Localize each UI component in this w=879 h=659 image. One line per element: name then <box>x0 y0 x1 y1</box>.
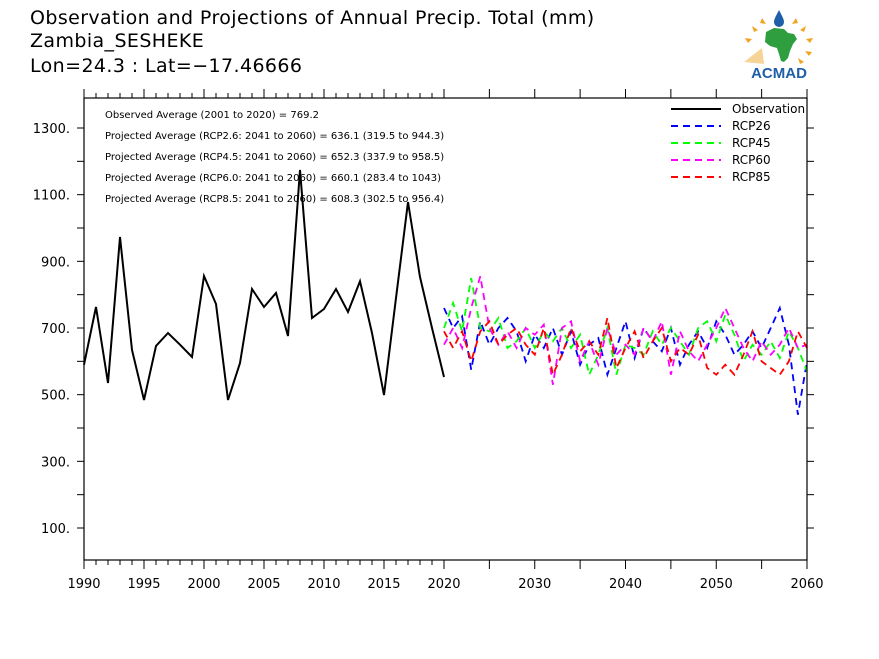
series-line-rcp26 <box>443 305 808 415</box>
x-tick-label: 2020 <box>427 577 460 592</box>
annotations: Observed Average (2001 to 2020) = 769.2 … <box>105 110 444 205</box>
x-tick-label: 2030 <box>518 577 551 592</box>
x-tick-label: 2050 <box>700 577 733 592</box>
y-tick-label: 900. <box>41 255 70 270</box>
series-line-rcp60 <box>443 276 808 385</box>
legend-item-rcp45: RCP45 <box>671 136 771 150</box>
x-tick-label: 2015 <box>367 577 400 592</box>
acmad-logo: ACMAD <box>744 10 813 82</box>
legend-label-rcp45: RCP45 <box>732 136 771 150</box>
chart-title: Observation and Projections of Annual Pr… <box>30 7 595 29</box>
x-tick-label: 2000 <box>187 577 220 592</box>
annotation-rcp85-average: Projected Average (RCP8.5: 2041 to 2060)… <box>105 194 444 205</box>
x-tick-label: 1995 <box>127 577 160 592</box>
legend-item-rcp26: RCP26 <box>671 119 771 133</box>
y-tick-label: 100. <box>41 522 70 537</box>
annotation-rcp26-average: Projected Average (RCP2.6: 2041 to 2060)… <box>105 131 444 142</box>
y-tick-label: 700. <box>41 322 70 337</box>
legend-label-rcp60: RCP60 <box>732 153 771 167</box>
sun-rays-icon <box>744 18 813 64</box>
legend-item-rcp60: RCP60 <box>671 153 771 167</box>
legend-label-observation: Observation <box>732 102 805 116</box>
annotation-rcp45-average: Projected Average (RCP4.5: 2041 to 2060)… <box>105 152 444 163</box>
axes-layer: 100. 300. 500. 700. 900. 1100. 1300. 1990 1995 20… <box>33 89 824 592</box>
x-tick-label: 2010 <box>307 577 340 592</box>
annotation-observed-average: Observed Average (2001 to 2020) = 769.2 <box>105 110 319 121</box>
series-line-rcp45 <box>443 277 808 378</box>
x-tick-label: 1990 <box>67 577 100 592</box>
y-tick-label: 1300. <box>33 122 70 137</box>
x-tick-label: 2005 <box>247 577 280 592</box>
station-coordinates: Lon=24.3 : Lat=−17.46666 <box>30 55 303 77</box>
legend-item-rcp85: RCP85 <box>671 170 771 184</box>
legend-item-observation: Observation <box>671 102 805 116</box>
y-tick-label: 300. <box>41 455 70 470</box>
annotation-rcp60-average: Projected Average (RCP6.0: 2041 to 2060)… <box>105 173 441 184</box>
water-drop-icon <box>774 10 784 27</box>
africa-map-icon <box>765 28 797 62</box>
x-tick-label: 2040 <box>609 577 642 592</box>
series-line-rcp85 <box>443 317 808 378</box>
y-tick-label: 1100. <box>33 189 70 204</box>
logo-text: ACMAD <box>751 65 807 82</box>
plot-frame <box>83 97 808 561</box>
x-tick-label: 2060 <box>790 577 823 592</box>
legend-label-rcp85: RCP85 <box>732 170 771 184</box>
legend: Observation RCP26 RCP45 RCP60 RCP85 <box>671 102 805 184</box>
y-tick-label: 500. <box>41 389 70 404</box>
station-name: Zambia_SESHEKE <box>30 30 205 52</box>
series-layer <box>83 169 808 415</box>
legend-label-rcp26: RCP26 <box>732 119 771 133</box>
